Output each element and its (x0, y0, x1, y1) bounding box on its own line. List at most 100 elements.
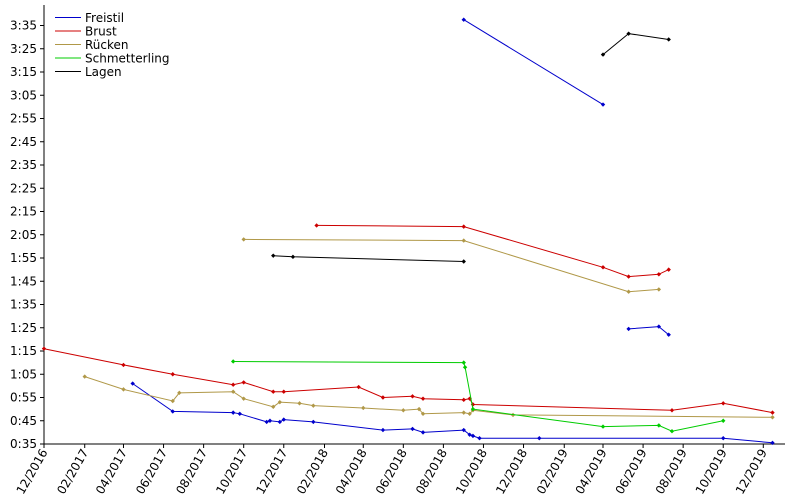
legend-label: Lagen (85, 65, 122, 79)
y-tick-label: 3:35 (10, 19, 37, 33)
data-point (241, 380, 246, 385)
y-tick-label: 1:35 (10, 298, 37, 312)
data-point (290, 254, 296, 260)
data-point (626, 31, 631, 36)
x-tick-label: 12/2019 (733, 447, 770, 497)
x-tick-label: 04/2018 (333, 447, 370, 497)
y-tick-label: 3:25 (10, 42, 37, 56)
data-point (600, 52, 606, 57)
data-point (656, 324, 662, 329)
legend-label: Schmetterling (85, 52, 170, 66)
y-tick-label: 2:25 (10, 181, 37, 195)
y-tick-label: 1:55 (10, 251, 37, 265)
y-tick-label: 2:35 (10, 158, 37, 172)
y-tick-label: 1:05 (10, 367, 37, 381)
data-point (230, 359, 236, 364)
data-point (130, 381, 135, 386)
y-tick-label: 1:45 (10, 274, 37, 288)
y-tick-label: 3:15 (10, 65, 37, 79)
series-line (273, 255, 464, 262)
data-point (121, 362, 126, 368)
data-point (461, 397, 466, 403)
data-point (770, 415, 775, 420)
data-point (600, 265, 606, 270)
data-point (420, 411, 426, 416)
legend-label: Freistil (85, 11, 124, 25)
data-point (461, 17, 466, 22)
data-point (361, 405, 366, 411)
y-tick-label: 1:25 (10, 321, 37, 335)
data-point (721, 401, 726, 406)
legend-label: Rücken (85, 38, 129, 52)
data-point (241, 237, 246, 242)
series-group (41, 17, 775, 446)
data-point (666, 332, 671, 337)
data-point (271, 253, 276, 258)
data-point (626, 289, 631, 294)
data-point (241, 396, 246, 401)
data-point (41, 346, 47, 351)
series-line (316, 224, 669, 278)
y-tick-label: 2:05 (10, 228, 37, 242)
data-point (656, 287, 662, 292)
data-point (380, 427, 386, 433)
data-point (600, 424, 606, 429)
data-point (461, 224, 466, 229)
data-point (401, 408, 406, 413)
series-lagen (271, 31, 671, 264)
data-point (669, 429, 675, 434)
y-axis: 0:35 0:45 0:55 1:05 1:15 1:25 1:35 1:45 1:55 2:05… (10, 5, 45, 451)
data-point (277, 419, 283, 425)
x-tick-label: 02/2018 (294, 447, 331, 497)
x-tick-label: 08/2019 (653, 447, 690, 497)
data-point (311, 403, 316, 408)
data-point (311, 419, 316, 425)
x-tick-label: 04/2019 (573, 447, 610, 497)
data-point (770, 440, 775, 446)
data-point (721, 418, 726, 423)
data-point (281, 417, 286, 422)
data-point (264, 419, 269, 425)
data-point (461, 427, 466, 433)
data-point (461, 410, 466, 415)
data-point (297, 401, 302, 406)
x-tick-label: 10/2018 (453, 447, 490, 497)
x-tick-label: 06/2018 (373, 447, 410, 497)
y-tick-label: 1:15 (10, 344, 37, 358)
x-tick-label: 12/2016 (14, 447, 51, 497)
data-point (271, 389, 276, 394)
y-tick-label: 3:05 (10, 88, 37, 102)
data-point (600, 102, 606, 107)
data-point (121, 387, 126, 392)
data-point (461, 238, 466, 243)
data-point (537, 435, 542, 441)
data-point (281, 389, 286, 394)
data-point (666, 267, 671, 272)
data-point (770, 410, 775, 415)
data-point (230, 389, 236, 394)
data-point (467, 411, 472, 416)
data-point (420, 430, 426, 435)
data-point (170, 372, 175, 377)
data-point (656, 423, 662, 428)
data-point (656, 272, 662, 277)
series-line (243, 238, 659, 293)
data-point (314, 223, 319, 228)
x-tick-label: 06/2017 (133, 447, 170, 497)
data-point (669, 408, 675, 413)
y-tick-label: 0:55 (10, 391, 37, 405)
x-axis: 12/2016 02/2017 04/2017 06/2017 08/2017 10/20… (14, 443, 785, 497)
data-point (82, 374, 87, 379)
y-tick-label: 0:45 (10, 414, 37, 428)
series-line (628, 326, 670, 336)
y-tick-label: 2:15 (10, 205, 37, 219)
data-point (461, 259, 466, 264)
series-freistil (130, 17, 775, 446)
data-point (462, 365, 468, 370)
x-tick-label: 12/2017 (253, 447, 290, 497)
data-point (721, 435, 726, 441)
data-point (237, 411, 242, 416)
data-point (380, 395, 386, 400)
